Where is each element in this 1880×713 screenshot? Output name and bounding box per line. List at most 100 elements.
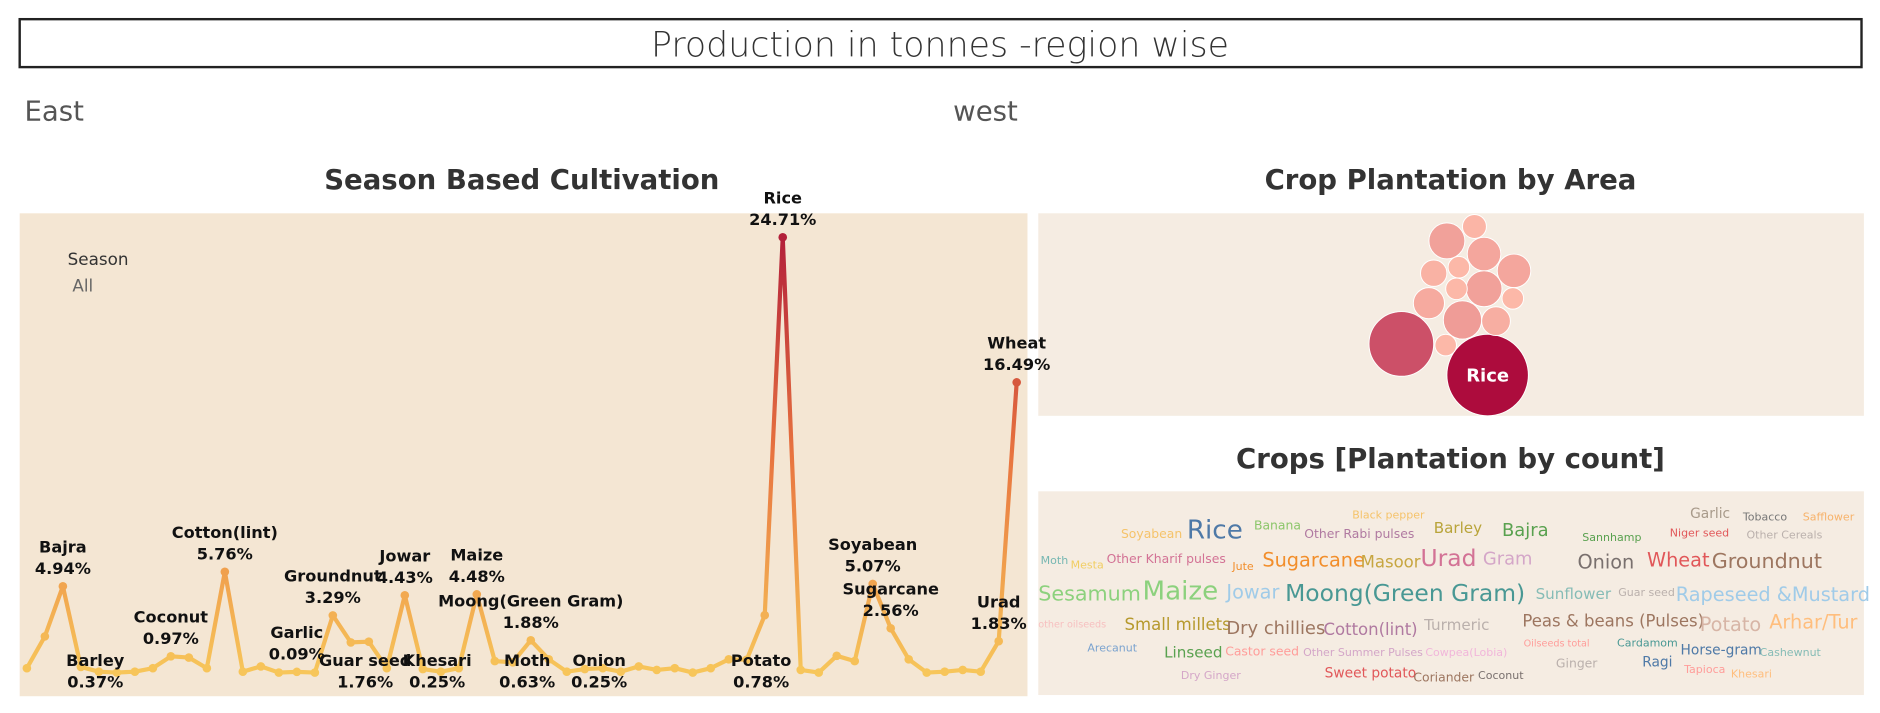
word: Masoor [1361,553,1421,572]
data-label-value: 0.78% [733,673,789,692]
word: Jowar [1225,581,1279,604]
point [760,610,770,620]
point [382,663,392,673]
word: Coconut [1478,669,1524,682]
point [472,590,482,599]
chart-title: Crop Plantation by Area [1265,164,1637,196]
data-label-name: Soyabean [828,535,917,554]
data-label-name: Urad [977,592,1021,611]
data-label-value: 3.29% [305,588,361,607]
point [634,662,644,671]
word: Cowpea(Lobia) [1425,646,1507,659]
point [616,667,626,677]
point [724,655,734,664]
data-label-name: Groundnut [284,567,382,586]
bubble [1442,300,1483,340]
data-label-name: Khesari [403,651,472,670]
point [562,667,572,677]
data-label-value: 1.88% [503,613,559,632]
bubble [1481,306,1511,337]
word: Rapeseed &Mustard [1676,583,1870,606]
data-label-name: Potato [731,651,791,670]
word: Arecanut [1087,641,1137,654]
point [742,655,752,665]
word: Jute [1231,560,1254,573]
data-label-name: Cotton(lint) [172,523,278,542]
word: Moong(Green Gram) [1285,579,1525,607]
line-panel [19,213,1028,697]
word: Other Rabi pulses [1304,526,1414,541]
point [346,638,356,647]
point [544,655,554,664]
data-label-value: 0.63% [499,673,555,692]
point [922,668,932,677]
bubble [1496,253,1532,289]
data-label-value: 0.97% [143,629,199,648]
point [58,581,68,591]
data-label-name: Moong(Green Gram) [438,591,623,610]
word: Cashewnut [1760,646,1822,659]
point [976,667,986,677]
bubble [1501,287,1525,310]
word: Rice [1187,515,1243,545]
word: Small millets [1125,615,1231,634]
word: Tapioca [1683,663,1725,676]
point [76,662,86,672]
point [364,637,374,646]
word: Dry Ginger [1181,669,1241,682]
word: Dry chillies [1226,618,1325,639]
chart-title: Season Based Cultivation [324,164,719,196]
data-label-value: 24.71% [749,210,816,229]
word: Potato [1700,613,1761,636]
word: Horse-gram [1681,643,1762,659]
word: Moth [1041,554,1069,567]
point [238,667,248,677]
word: other oilseeds [1038,619,1106,630]
data-label-value: 4.48% [449,567,505,586]
point [796,665,806,675]
point [130,667,140,677]
point [886,623,896,633]
word: Sweet potato [1325,665,1417,681]
word: Groundnut [1712,549,1822,573]
word: Peas & beans (Pulses) [1522,611,1704,630]
data-label-name: Barley [66,651,125,670]
word: Sannhamp [1582,531,1641,544]
point [868,579,878,589]
point [850,656,860,666]
point [490,656,500,666]
point [22,663,32,673]
data-label-value: 16.49% [983,355,1050,374]
word: Other Summer Pulses [1303,646,1423,659]
point [40,632,50,641]
word: Khesari [1731,668,1772,681]
word: Castor seed [1225,643,1299,658]
point [814,668,824,677]
point [454,663,464,673]
data-label-name: Sugarcane [842,579,939,598]
word: Guar seed [1618,586,1675,599]
filter-title[interactable]: Season [68,249,129,269]
point [112,668,122,677]
data-label-value: 1.83% [971,614,1027,633]
word: Garlic [1690,506,1730,522]
data-label-value: 2.56% [863,601,919,620]
bubble [1420,259,1448,287]
title-box [18,17,1863,69]
word: Turmeric [1423,616,1489,634]
data-label-value: 4.94% [35,559,91,578]
data-label-value: 5.76% [197,545,253,564]
data-label-name: Rice [763,188,802,207]
data-label-name: Guar seed [319,651,411,670]
bubble [1466,236,1502,272]
point [706,663,716,673]
bubble [1412,287,1445,320]
word: Arhar/Tur [1769,611,1857,634]
point [310,668,320,677]
word: Oilseeds total [1524,638,1590,649]
filter-value[interactable]: All [72,275,93,295]
point [904,655,914,664]
point [688,668,698,677]
data-label-name: Moth [504,651,550,670]
